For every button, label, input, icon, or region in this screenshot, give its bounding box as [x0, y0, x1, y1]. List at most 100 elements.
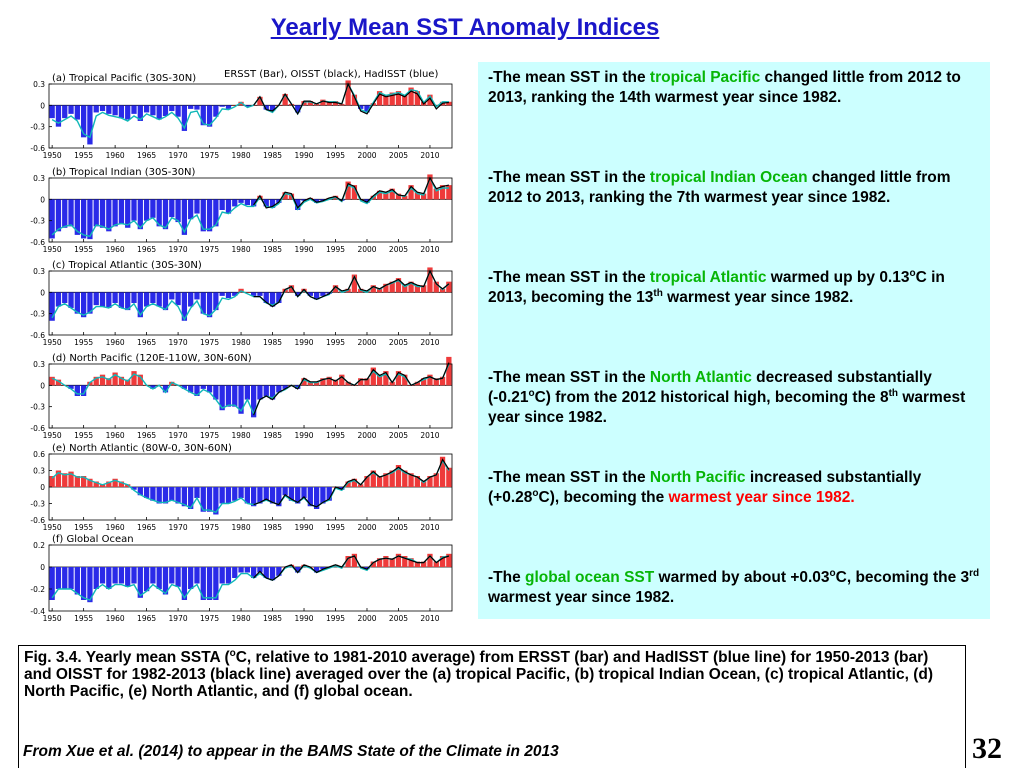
ersst-bar — [74, 105, 80, 120]
ersst-bar — [175, 292, 181, 306]
x-tick-label: 1980 — [232, 245, 251, 254]
ersst-bar — [307, 487, 313, 507]
ersst-bar — [370, 367, 376, 386]
ersst-bar — [244, 385, 250, 400]
ersst-bar — [213, 199, 219, 227]
ersst-bar — [269, 385, 276, 400]
y-tick-label: 0.3 — [33, 360, 45, 369]
ersst-bar — [402, 374, 408, 386]
ersst-bar — [74, 476, 80, 487]
x-tick-label: 2005 — [389, 245, 408, 254]
ersst-bar — [206, 487, 213, 512]
ersst-bar — [162, 487, 169, 504]
ersst-bar — [169, 487, 175, 501]
ersst-bar — [244, 105, 250, 107]
ersst-bar — [332, 285, 339, 293]
region-highlight: North Pacific — [649, 469, 746, 486]
x-tick-label: 2000 — [357, 614, 376, 622]
ersst-bar — [188, 385, 194, 393]
ersst-bar — [376, 374, 383, 386]
ersst-bar — [106, 481, 112, 487]
ersst-bar — [320, 99, 326, 106]
sst-anomaly-charts: ERSST (Bar), OISST (black), HadISST (blu… — [30, 69, 453, 622]
ersst-bar — [194, 199, 200, 214]
x-tick-label: 1990 — [294, 614, 313, 622]
ersst-bar — [276, 292, 282, 303]
ersst-bar — [251, 385, 257, 418]
ersst-bar — [112, 105, 118, 116]
ersst-bar — [219, 105, 225, 107]
x-tick-label: 1975 — [200, 338, 219, 347]
ersst-bar — [395, 278, 402, 293]
ersst-bar — [188, 292, 194, 307]
x-tick-label: 1950 — [43, 523, 62, 532]
ersst-bar — [421, 561, 427, 567]
ersst-bar — [194, 385, 200, 396]
ersst-bar — [402, 285, 408, 293]
ersst-bar — [219, 385, 225, 411]
ersst-bar — [200, 292, 206, 314]
ersst-bar — [389, 470, 395, 487]
ersst-bar — [219, 487, 225, 504]
ersst-bar — [112, 199, 118, 227]
x-tick-label: 2005 — [389, 338, 408, 347]
panel-label: (d) North Pacific (120E-110W, 30N-60N) — [52, 353, 252, 364]
ersst-bar — [244, 292, 250, 293]
ersst-bar — [150, 199, 156, 218]
ersst-bar — [376, 190, 383, 200]
ersst-bar — [433, 561, 439, 567]
panel-label: (c) Tropical Atlantic (30S-30N) — [52, 260, 202, 271]
ersst-bar — [446, 553, 452, 567]
x-tick-label: 1950 — [43, 431, 62, 440]
ersst-bar — [213, 487, 219, 515]
figure-caption: Fig. 3.4. Yearly mean SSTA (oC, relative… — [18, 645, 966, 768]
hadisst-line — [51, 459, 450, 514]
ersst-bar — [99, 105, 106, 112]
ersst-bar — [93, 481, 99, 487]
x-tick-label: 1970 — [169, 614, 188, 622]
ersst-bar — [295, 105, 301, 113]
ersst-bar — [194, 567, 200, 584]
ersst-bar — [251, 567, 257, 578]
x-tick-label: 1950 — [43, 151, 62, 160]
ersst-bar — [118, 481, 125, 487]
y-tick-label: 0.2 — [33, 541, 45, 550]
ersst-bar — [402, 470, 408, 487]
x-tick-label: 1965 — [137, 614, 156, 622]
ersst-bar — [188, 105, 194, 109]
ersst-bar — [332, 379, 339, 386]
x-tick-label: 1965 — [137, 523, 156, 532]
ersst-bar — [307, 381, 313, 386]
finding-north-atlantic: -The mean SST in the North Atlantic decr… — [488, 369, 966, 426]
ersst-bar — [313, 292, 320, 300]
ersst-bar — [446, 467, 452, 487]
ersst-bar — [74, 567, 80, 595]
oisst-line — [253, 458, 450, 508]
ersst-bar — [93, 292, 99, 306]
ersst-bar — [376, 288, 383, 293]
ersst-bar — [55, 292, 62, 307]
ersst-bar — [225, 385, 232, 407]
x-tick-label: 2010 — [420, 523, 439, 532]
ersst-bar — [345, 80, 351, 106]
y-tick-label: -0.3 — [30, 500, 45, 509]
ersst-bar — [143, 487, 150, 498]
ersst-bar — [414, 192, 421, 200]
ersst-bar — [156, 567, 162, 589]
x-tick-label: 1995 — [326, 523, 345, 532]
ersst-bar — [49, 105, 55, 119]
ersst-bar — [213, 105, 219, 117]
ersst-bar — [402, 94, 408, 106]
x-tick-label: 1985 — [263, 523, 282, 532]
ersst-bar — [49, 376, 55, 386]
x-tick-label: 1955 — [74, 245, 93, 254]
panel-label: (f) Global Ocean — [52, 534, 134, 545]
x-tick-label: 1975 — [200, 431, 219, 440]
hadisst-line — [51, 554, 450, 601]
x-tick-label: 1950 — [43, 614, 62, 622]
x-tick-label: 1995 — [326, 245, 345, 254]
source-citation: From Xue et al. (2014) to appear in the … — [23, 743, 559, 760]
ersst-bar — [263, 292, 269, 303]
ersst-bar — [307, 292, 313, 296]
ersst-bar — [106, 292, 112, 308]
